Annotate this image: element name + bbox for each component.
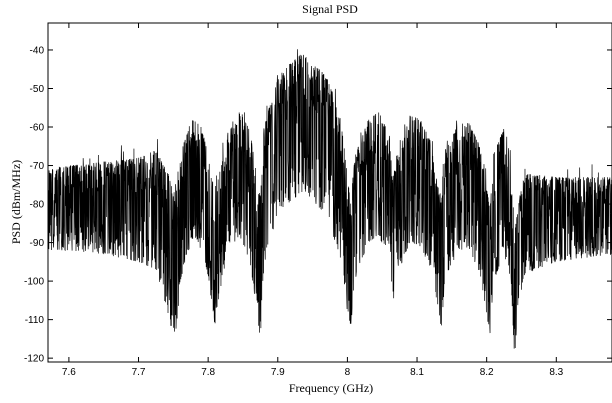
y-tick-label: -50 [30, 84, 45, 95]
plot-frame [47, 22, 612, 363]
x-tick-label: 7.7 [132, 367, 146, 378]
y-tick-label: -40 [30, 45, 45, 56]
x-tick-label: 7.9 [271, 367, 285, 378]
x-tick-label: 8.3 [549, 367, 563, 378]
x-tick-label: 7.6 [62, 367, 76, 378]
y-tick-label: -110 [25, 315, 45, 326]
y-tick-label: -100 [24, 277, 44, 288]
x-tick-label: 8.1 [410, 367, 424, 378]
y-tick-label: -90 [30, 238, 45, 249]
chart-title: Signal PSD [302, 2, 358, 16]
x-tick-label: 7.8 [201, 367, 215, 378]
y-axis-label: PSD (dBm/MHz) [9, 160, 23, 244]
x-tick-label: 8 [345, 367, 351, 378]
x-axis-label: Frequency (GHz) [289, 381, 373, 395]
tick-group: 7.6 7.7 7.8 7.9 8 8.1 8.2 8.3 -40 -50 -60 -70 -80 -90… [24, 23, 612, 378]
data-layer [47, 49, 612, 349]
y-tick-label: -120 [24, 354, 44, 365]
y-tick-label: -80 [30, 200, 45, 211]
y-tick-label: -70 [30, 161, 45, 172]
psd-trace [47, 49, 612, 349]
x-tick-label: 8.2 [480, 367, 494, 378]
y-tick-label: -60 [30, 123, 45, 134]
